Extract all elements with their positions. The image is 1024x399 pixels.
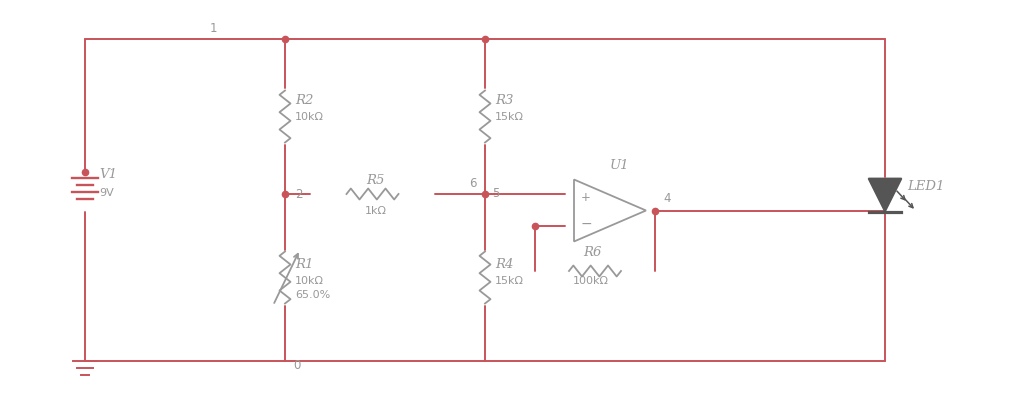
Text: 2: 2 — [295, 188, 302, 201]
Text: R3: R3 — [495, 95, 513, 107]
Text: 10kΩ: 10kΩ — [295, 277, 324, 286]
Text: 65.0%: 65.0% — [295, 290, 331, 300]
Text: 1kΩ: 1kΩ — [365, 206, 386, 216]
Text: 5: 5 — [492, 187, 500, 200]
Text: +: + — [581, 191, 591, 204]
Polygon shape — [868, 178, 901, 211]
Text: 0: 0 — [293, 359, 300, 372]
Text: 10kΩ: 10kΩ — [295, 113, 324, 122]
Text: R6: R6 — [583, 246, 601, 259]
Text: V1: V1 — [99, 168, 117, 181]
Text: R2: R2 — [295, 95, 313, 107]
Text: 4: 4 — [663, 192, 671, 205]
Text: R4: R4 — [495, 257, 513, 271]
Text: −: − — [581, 217, 592, 231]
Text: 6: 6 — [469, 177, 476, 190]
Text: 9V: 9V — [99, 188, 114, 198]
Text: R1: R1 — [295, 257, 313, 271]
Text: 100kΩ: 100kΩ — [573, 276, 609, 286]
Text: LED1: LED1 — [907, 180, 944, 193]
Text: 15kΩ: 15kΩ — [495, 277, 524, 286]
Text: U1: U1 — [610, 158, 630, 172]
Text: 15kΩ: 15kΩ — [495, 113, 524, 122]
Text: R5: R5 — [367, 174, 385, 187]
Text: 1: 1 — [210, 22, 217, 35]
